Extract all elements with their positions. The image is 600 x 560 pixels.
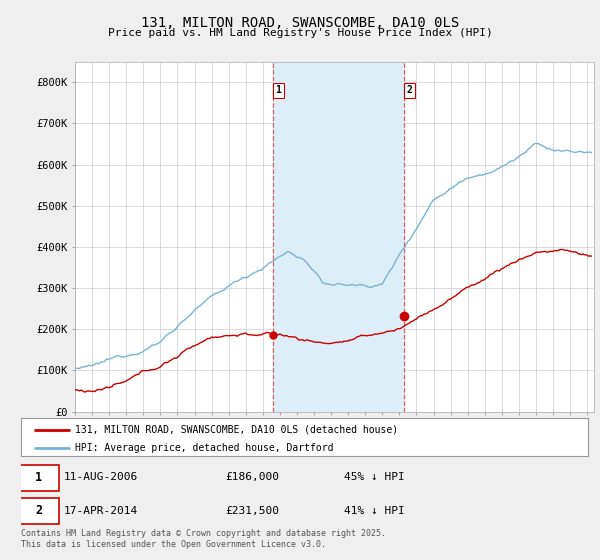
Text: 131, MILTON ROAD, SWANSCOMBE, DA10 0LS: 131, MILTON ROAD, SWANSCOMBE, DA10 0LS (141, 16, 459, 30)
Text: 2: 2 (35, 505, 42, 517)
Text: £231,500: £231,500 (225, 506, 279, 516)
FancyBboxPatch shape (18, 498, 59, 524)
Bar (273, 62, 404, 412)
Text: £186,000: £186,000 (225, 473, 279, 482)
Text: HPI: Average price, detached house, Dartford: HPI: Average price, detached house, Dart… (75, 443, 334, 453)
FancyBboxPatch shape (18, 465, 59, 491)
Text: 41% ↓ HPI: 41% ↓ HPI (344, 506, 405, 516)
Text: 17-APR-2014: 17-APR-2014 (64, 506, 138, 516)
Text: 2: 2 (407, 86, 413, 95)
Text: 131, MILTON ROAD, SWANSCOMBE, DA10 0LS (detached house): 131, MILTON ROAD, SWANSCOMBE, DA10 0LS (… (75, 424, 398, 435)
Text: 1: 1 (35, 471, 42, 484)
Text: Contains HM Land Registry data © Crown copyright and database right 2025.
This d: Contains HM Land Registry data © Crown c… (21, 529, 386, 549)
Text: Price paid vs. HM Land Registry's House Price Index (HPI): Price paid vs. HM Land Registry's House … (107, 28, 493, 38)
Text: 1: 1 (275, 86, 281, 95)
Text: 11-AUG-2006: 11-AUG-2006 (64, 473, 138, 482)
Text: 45% ↓ HPI: 45% ↓ HPI (344, 473, 405, 482)
